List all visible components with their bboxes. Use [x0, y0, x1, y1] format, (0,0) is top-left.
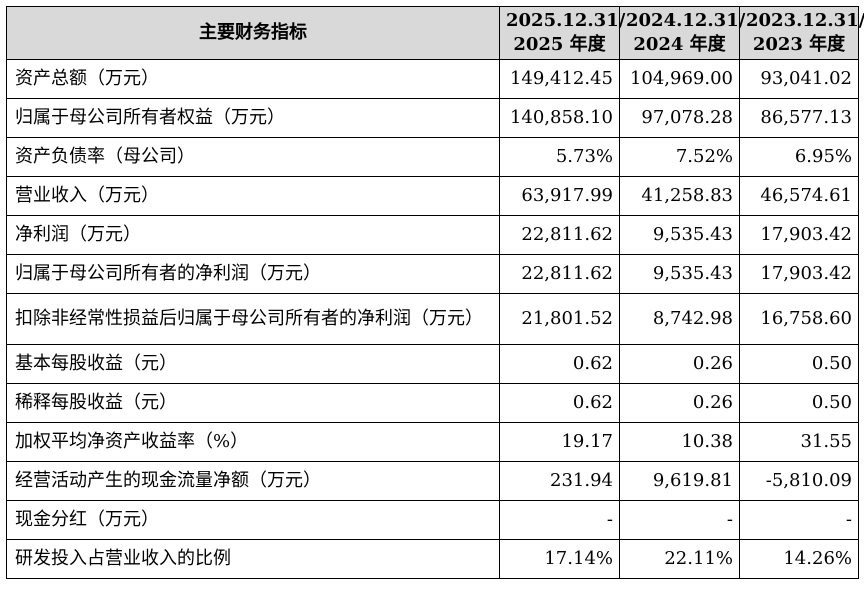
row-value: 22,811.62	[499, 254, 620, 294]
row-label: 营业收入（万元）	[6, 176, 500, 216]
financial-indicators-table: 主要财务指标 2025.12.31/ 2025 年度 2024.12.31/ 2…	[6, 6, 864, 579]
row-label: 基本每股收益（元）	[6, 344, 500, 384]
row-value: 97,078.28	[619, 98, 740, 138]
table-header: 主要财务指标 2025.12.31/ 2025 年度 2024.12.31/ 2…	[6, 6, 864, 60]
row-value: 0.50	[739, 344, 859, 384]
row-value: 14.26%	[739, 539, 859, 579]
header-metric: 主要财务指标	[6, 6, 500, 60]
row-value: 93,041.02	[739, 59, 859, 99]
row-value: 104,969.00	[619, 59, 740, 99]
header-period-date: 2023.12.31/	[746, 10, 864, 31]
table-row: 归属于母公司所有者的净利润（万元） 22,811.62 9,535.43 17,903…	[6, 254, 859, 294]
row-value: 9,535.43	[619, 254, 740, 294]
row-value: 9,535.43	[619, 215, 740, 255]
row-value: 86,577.13	[739, 98, 859, 138]
row-value: -5,810.09	[739, 461, 859, 501]
row-value: 0.26	[619, 383, 740, 423]
row-value: 41,258.83	[619, 176, 740, 216]
header-period-year: 2023 年度	[752, 34, 846, 55]
row-value: 17,903.42	[739, 254, 859, 294]
row-value: 231.94	[499, 461, 620, 501]
header-row: 主要财务指标 2025.12.31/ 2025 年度 2024.12.31/ 2…	[6, 6, 864, 60]
row-label: 净利润（万元）	[6, 215, 500, 255]
row-label: 稀释每股收益（元）	[6, 383, 500, 423]
row-value: 19.17	[499, 422, 620, 462]
financial-indicators-table-container: 主要财务指标 2025.12.31/ 2025 年度 2024.12.31/ 2…	[6, 6, 864, 579]
table-row: 加权平均净资产收益率（%） 19.17 10.38 31.55	[6, 422, 859, 462]
row-label: 归属于母公司所有者的净利润（万元）	[6, 254, 500, 294]
table-row: 资产负债率（母公司） 5.73% 7.52% 6.95%	[6, 137, 859, 177]
row-label: 加权平均净资产收益率（%）	[6, 422, 500, 462]
row-value: 7.52%	[619, 137, 740, 177]
table-row: 现金分红（万元） - - -	[6, 500, 859, 540]
row-value: 140,858.10	[499, 98, 620, 138]
table-row: 经营活动产生的现金流量净额（万元） 231.94 9,619.81 -5,810.09	[6, 461, 859, 501]
header-period-date: 2024.12.31/	[626, 10, 746, 31]
table-row: 研发投入占营业收入的比例 17.14% 22.11% 14.26%	[6, 539, 859, 579]
row-label: 现金分红（万元）	[6, 500, 500, 540]
row-value: 21,801.52	[499, 293, 620, 345]
row-value: 0.62	[499, 383, 620, 423]
row-label: 资产负债率（母公司）	[6, 137, 500, 177]
row-value: 31.55	[739, 422, 859, 462]
table-row: 营业收入（万元） 63,917.99 41,258.83 46,574.61	[6, 176, 859, 216]
table-row: 归属于母公司所有者权益（万元） 140,858.10 97,078.28 86,577…	[6, 98, 859, 138]
row-value: 46,574.61	[739, 176, 859, 216]
row-value: 5.73%	[499, 137, 620, 177]
row-value: 149,412.45	[499, 59, 620, 99]
row-value: -	[619, 500, 740, 540]
row-value: -	[739, 500, 859, 540]
row-value: 17.14%	[499, 539, 620, 579]
row-value: 10.38	[619, 422, 740, 462]
row-value: 16,758.60	[739, 293, 859, 345]
row-value: 6.95%	[739, 137, 859, 177]
table-row: 稀释每股收益（元） 0.62 0.26 0.50	[6, 383, 859, 423]
table-row: 净利润（万元） 22,811.62 9,535.43 17,903.42	[6, 215, 859, 255]
header-period-year: 2025 年度	[513, 34, 606, 55]
row-value: 8,742.98	[619, 293, 740, 345]
header-period-year: 2024 年度	[633, 34, 726, 55]
row-value: 0.50	[739, 383, 859, 423]
row-value: 22.11%	[619, 539, 740, 579]
row-value: 0.26	[619, 344, 740, 384]
header-period-2025: 2025.12.31/ 2025 年度	[499, 6, 626, 60]
table-row: 基本每股收益（元） 0.62 0.26 0.50	[6, 344, 859, 384]
row-value: 22,811.62	[499, 215, 620, 255]
row-label: 经营活动产生的现金流量净额（万元）	[6, 461, 500, 501]
table-row: 扣除非经常性损益后归属于母公司所有者的净利润（万元） 21,801.52 8,742…	[6, 293, 859, 345]
row-value: -	[499, 500, 620, 540]
table-body: 资产总额（万元） 149,412.45 104,969.00 93,041.02 归属于…	[6, 59, 859, 579]
row-label: 扣除非经常性损益后归属于母公司所有者的净利润（万元）	[6, 293, 500, 345]
row-label: 研发投入占营业收入的比例	[6, 539, 500, 579]
row-label: 归属于母公司所有者权益（万元）	[6, 98, 500, 138]
row-value: 0.62	[499, 344, 620, 384]
header-period-2023: 2023.12.31/ 2023 年度	[739, 6, 864, 60]
row-value: 9,619.81	[619, 461, 740, 501]
row-value: 17,903.42	[739, 215, 859, 255]
row-label: 资产总额（万元）	[6, 59, 500, 99]
header-period-date: 2025.12.31/	[506, 10, 626, 31]
table-row: 资产总额（万元） 149,412.45 104,969.00 93,041.02	[6, 59, 859, 99]
header-period-2024: 2024.12.31/ 2024 年度	[619, 6, 746, 60]
row-value: 63,917.99	[499, 176, 620, 216]
